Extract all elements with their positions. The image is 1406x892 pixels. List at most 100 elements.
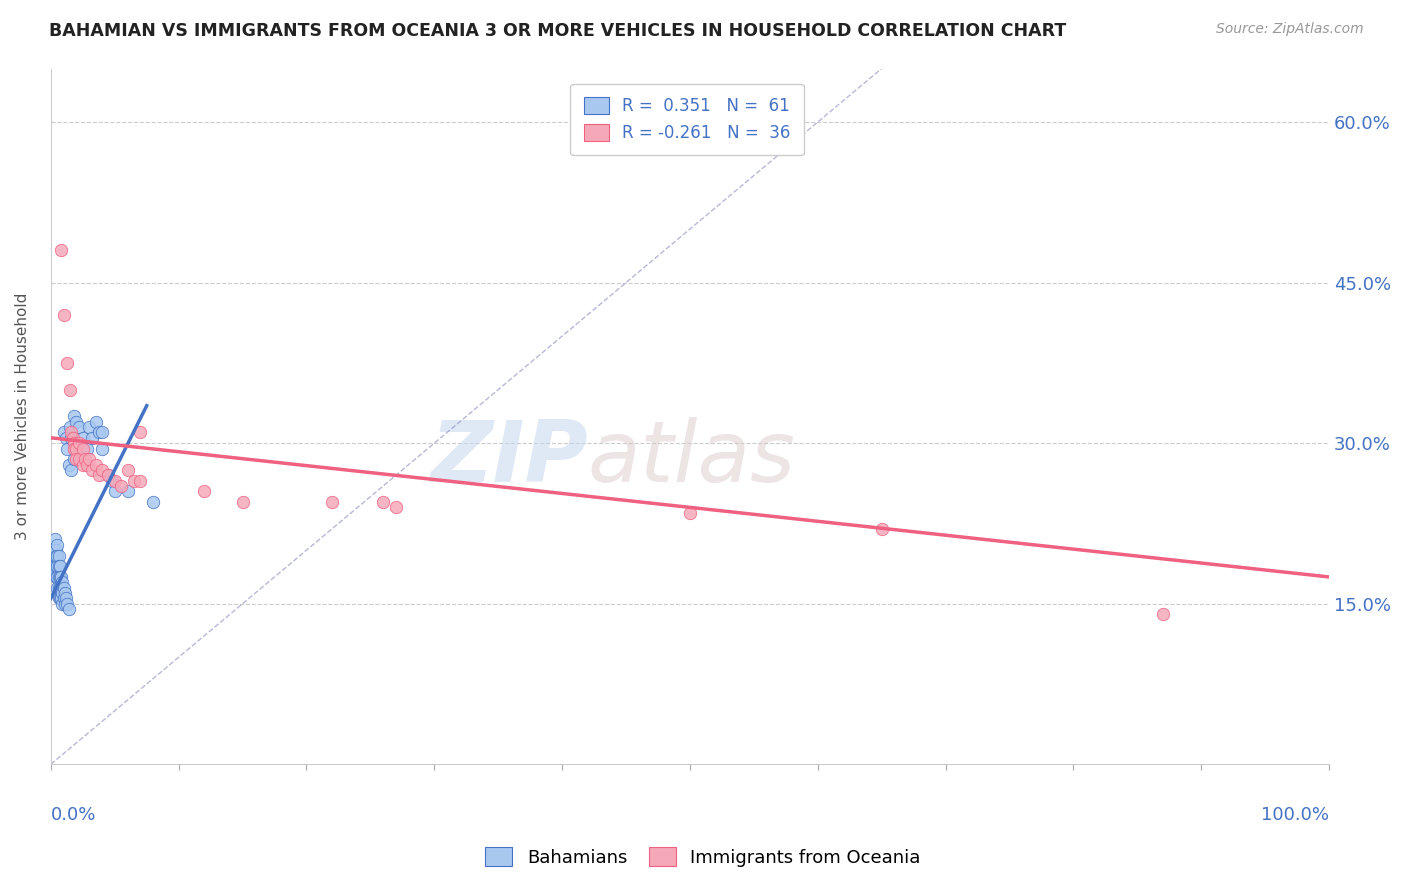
Point xyxy=(91,442,114,456)
Point xyxy=(49,591,72,606)
Point xyxy=(80,463,103,477)
Point xyxy=(65,452,87,467)
Point xyxy=(53,586,76,600)
Point xyxy=(48,581,70,595)
Point xyxy=(72,431,94,445)
Point xyxy=(77,420,100,434)
Point xyxy=(49,570,72,584)
Point xyxy=(60,431,83,445)
Point xyxy=(67,420,90,434)
Point xyxy=(75,452,97,467)
Point xyxy=(44,565,66,579)
Point xyxy=(1152,607,1174,622)
Point xyxy=(89,468,111,483)
Text: 0.0%: 0.0% xyxy=(51,806,96,824)
Point xyxy=(49,559,72,574)
Point xyxy=(46,581,69,595)
Point xyxy=(101,474,124,488)
Point xyxy=(46,559,69,574)
Y-axis label: 3 or more Vehicles in Household: 3 or more Vehicles in Household xyxy=(15,293,30,540)
Point xyxy=(77,452,100,467)
Point xyxy=(48,591,70,606)
Point xyxy=(129,425,152,440)
Point xyxy=(84,415,107,429)
Point xyxy=(97,468,120,483)
Point xyxy=(62,431,84,445)
Point xyxy=(63,452,86,467)
Point xyxy=(84,458,107,472)
Point xyxy=(193,484,215,499)
Point xyxy=(55,431,77,445)
Point xyxy=(91,425,114,440)
Text: BAHAMIAN VS IMMIGRANTS FROM OCEANIA 3 OR MORE VEHICLES IN HOUSEHOLD CORRELATION : BAHAMIAN VS IMMIGRANTS FROM OCEANIA 3 OR… xyxy=(49,22,1067,40)
Point xyxy=(122,474,145,488)
Point xyxy=(65,442,87,456)
Point xyxy=(89,425,111,440)
Point xyxy=(72,442,94,456)
Point xyxy=(45,549,67,563)
Point xyxy=(117,463,139,477)
Point xyxy=(60,425,83,440)
Point xyxy=(49,570,72,584)
Point xyxy=(51,575,73,590)
Point xyxy=(373,495,395,509)
Point xyxy=(49,581,72,595)
Point xyxy=(46,549,69,563)
Point xyxy=(48,549,70,563)
Point xyxy=(46,570,69,584)
Point xyxy=(42,543,65,558)
Point xyxy=(58,458,80,472)
Point xyxy=(142,495,165,509)
Point xyxy=(46,538,69,552)
Point xyxy=(385,500,408,515)
Point xyxy=(49,244,72,258)
Point xyxy=(679,506,702,520)
Point xyxy=(76,458,98,472)
Point xyxy=(321,495,343,509)
Point xyxy=(56,597,79,611)
Point xyxy=(44,549,66,563)
Point xyxy=(65,442,87,456)
Point xyxy=(76,442,98,456)
Point xyxy=(45,543,67,558)
Point xyxy=(110,479,132,493)
Point xyxy=(53,597,76,611)
Point xyxy=(104,484,127,499)
Point xyxy=(42,559,65,574)
Point xyxy=(45,559,67,574)
Point xyxy=(56,356,79,370)
Point xyxy=(65,415,87,429)
Point xyxy=(52,425,75,440)
Point xyxy=(52,591,75,606)
Point xyxy=(49,591,72,606)
Point xyxy=(55,591,77,606)
Point xyxy=(49,581,72,595)
Point xyxy=(45,570,67,584)
Point xyxy=(67,436,90,450)
Point xyxy=(91,463,114,477)
Point xyxy=(80,431,103,445)
Legend: Bahamians, Immigrants from Oceania: Bahamians, Immigrants from Oceania xyxy=(478,840,928,874)
Point xyxy=(56,442,79,456)
Point xyxy=(51,597,73,611)
Point xyxy=(58,602,80,616)
Point xyxy=(51,586,73,600)
Point xyxy=(72,458,94,472)
Point xyxy=(60,463,83,477)
Point xyxy=(63,409,86,424)
Point xyxy=(63,436,86,450)
Point xyxy=(52,308,75,322)
Point xyxy=(117,484,139,499)
Point xyxy=(59,420,82,434)
Point xyxy=(48,559,70,574)
Point xyxy=(52,581,75,595)
Point xyxy=(97,468,120,483)
Point xyxy=(59,383,82,397)
Point xyxy=(104,474,127,488)
Legend: R =  0.351   N =  61, R = -0.261   N =  36: R = 0.351 N = 61, R = -0.261 N = 36 xyxy=(571,84,804,155)
Text: ZIP: ZIP xyxy=(430,417,588,500)
Point xyxy=(129,474,152,488)
Text: 100.0%: 100.0% xyxy=(1261,806,1329,824)
Text: Source: ZipAtlas.com: Source: ZipAtlas.com xyxy=(1216,22,1364,37)
Point xyxy=(48,570,70,584)
